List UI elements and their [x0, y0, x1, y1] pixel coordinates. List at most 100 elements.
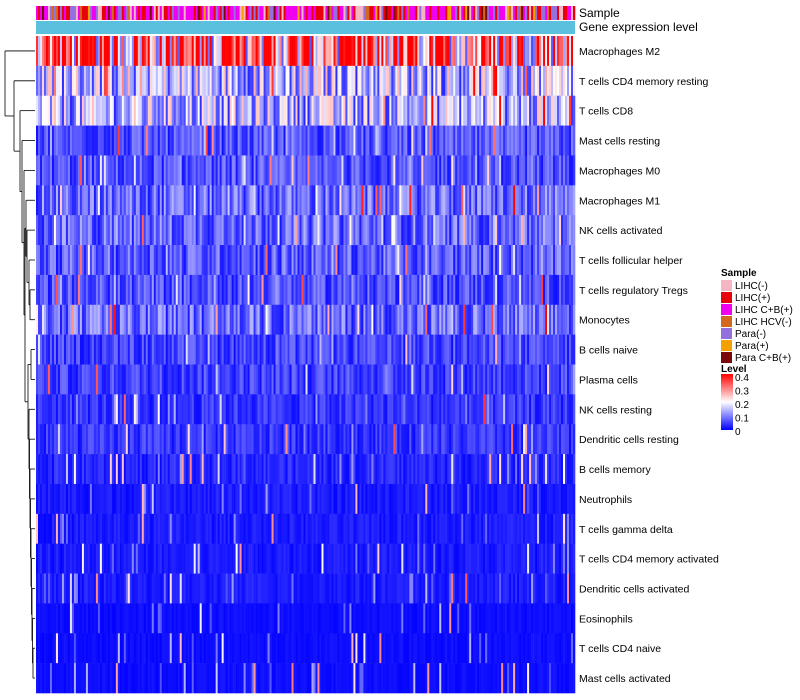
heatmap-cell	[563, 215, 566, 246]
heatmap-cell	[475, 364, 478, 395]
heatmap-cell	[38, 334, 41, 365]
heatmap-cell	[569, 304, 572, 335]
heatmap-cell	[559, 483, 562, 515]
heatmap-cell	[507, 65, 510, 97]
heatmap-cell	[399, 513, 402, 544]
heatmap-cell	[413, 36, 416, 67]
heatmap-cell	[265, 125, 268, 156]
heatmap-cell	[81, 364, 85, 395]
heatmap-cell	[329, 125, 332, 156]
heatmap-cell	[313, 215, 316, 246]
heatmap-cell	[397, 95, 400, 126]
heatmap-cell	[127, 95, 131, 126]
heatmap-cell	[539, 274, 542, 306]
heatmap-cell	[551, 394, 554, 425]
heatmap-cell	[91, 95, 95, 126]
heatmap-cell	[561, 125, 564, 156]
heatmap-cell	[75, 274, 79, 306]
sample-annotation-cell	[467, 6, 470, 20]
heatmap-cell	[451, 215, 454, 246]
sample-annotation-cell	[163, 6, 167, 20]
heatmap-cell	[131, 95, 135, 126]
heatmap-cell	[425, 334, 428, 365]
heatmap-cell	[269, 245, 272, 276]
heatmap-cell	[47, 215, 51, 246]
heatmap-cell	[55, 394, 59, 425]
heatmap-cell	[321, 245, 324, 276]
heatmap-cell	[505, 155, 508, 186]
heatmap-cell	[349, 125, 352, 156]
heatmap-cell	[57, 483, 61, 515]
heatmap-cell	[129, 334, 133, 365]
heatmap-cell	[323, 125, 326, 156]
heatmap-cell	[483, 215, 486, 246]
heatmap-cell	[407, 274, 410, 306]
heatmap-cell	[197, 185, 200, 216]
heatmap-cell	[283, 334, 286, 365]
heatmap-cell	[487, 215, 490, 246]
heatmap-cell	[459, 155, 462, 186]
heatmap-cell	[113, 454, 117, 485]
heatmap-cell	[77, 454, 81, 485]
heatmap-cell	[429, 364, 432, 395]
heatmap-cell	[491, 95, 494, 126]
heatmap-cell	[505, 185, 508, 216]
heatmap-cell	[265, 513, 268, 544]
heatmap-cell	[469, 65, 472, 97]
heatmap-cell	[195, 274, 198, 306]
heatmap-cell	[325, 424, 328, 455]
heatmap-cell	[45, 304, 49, 335]
heatmap-cell	[535, 125, 538, 156]
heatmap-cell	[439, 95, 442, 126]
heatmap-cell	[205, 394, 208, 425]
heatmap-cell	[489, 155, 492, 186]
heatmap-cell	[389, 304, 392, 335]
heatmap-cell	[95, 185, 99, 216]
heatmap-cell	[499, 125, 502, 156]
heatmap-cell	[77, 155, 81, 186]
heatmap-cell	[73, 454, 77, 485]
heatmap-cell	[381, 185, 384, 216]
heatmap-cell	[565, 334, 568, 365]
heatmap-cell	[361, 125, 364, 156]
heatmap-cell	[367, 215, 370, 246]
heatmap-cell	[541, 245, 544, 276]
heatmap-cell	[293, 65, 296, 97]
heatmap-cell	[97, 513, 101, 544]
heatmap-cell	[513, 424, 516, 455]
heatmap-cell	[129, 364, 133, 395]
heatmap-cell	[113, 125, 117, 156]
heatmap-cell	[477, 424, 480, 455]
heatmap-cell	[365, 364, 368, 395]
heatmap-cell	[215, 185, 218, 216]
heatmap-cell	[163, 334, 167, 365]
heatmap-cell	[77, 245, 81, 276]
heatmap-cell	[165, 36, 169, 67]
heatmap-cell	[509, 304, 512, 335]
heatmap-cell	[373, 394, 376, 425]
sample-annotation-cell	[303, 6, 306, 20]
heatmap-cell	[557, 125, 560, 156]
heatmap-cell	[307, 454, 310, 485]
heatmap-cell	[173, 454, 177, 485]
heatmap-cell	[75, 185, 79, 216]
heatmap-cell	[441, 483, 444, 515]
heatmap-cell	[279, 454, 282, 485]
sample-annotation-cell	[41, 6, 45, 20]
heatmap-cell	[291, 513, 294, 544]
heatmap-cell	[235, 65, 238, 97]
heatmap-cell	[351, 95, 354, 126]
heatmap-cell	[251, 274, 254, 306]
heatmap-cell	[533, 483, 536, 515]
heatmap-cell	[479, 364, 482, 395]
heatmap-cell	[265, 454, 268, 485]
heatmap-cell	[505, 215, 508, 246]
heatmap-cell	[231, 155, 234, 186]
heatmap-cell	[39, 215, 43, 246]
heatmap-cell	[549, 185, 552, 216]
heatmap-cell	[531, 424, 534, 455]
heatmap-cell	[383, 513, 386, 544]
heatmap-cell	[449, 364, 452, 395]
heatmap-cell	[317, 304, 320, 335]
heatmap-cell	[211, 424, 214, 455]
